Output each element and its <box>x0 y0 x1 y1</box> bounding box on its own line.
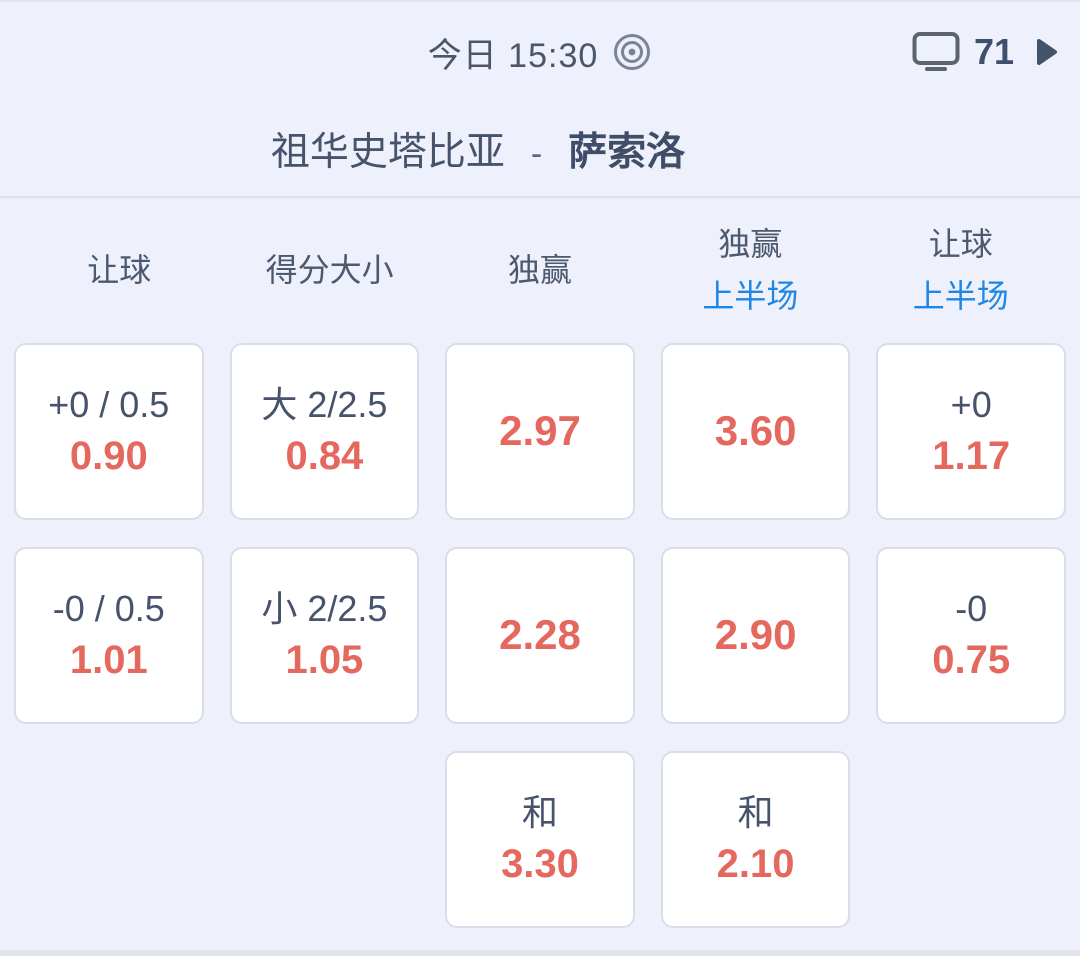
odds-value: 2.90 <box>714 611 797 659</box>
odds-line-label: -0 <box>955 588 988 630</box>
odds-card-moneyline-away[interactable]: 2.28 <box>445 547 635 724</box>
odds-line-label: -0 / 0.5 <box>52 588 165 630</box>
odds-value: 2.97 <box>499 407 581 455</box>
caret-right-icon[interactable] <box>1036 37 1058 67</box>
odds-value: 2.28 <box>499 611 581 659</box>
odds-line-label: 和 <box>737 792 774 834</box>
odds-value: 0.75 <box>932 637 1011 682</box>
match-time-label: 今日 15:30 <box>427 36 599 75</box>
match-title-row: 祖华史塔比亚 - 萨索洛 <box>0 102 1080 196</box>
odds-card-moneyline-1h-away[interactable]: 2.90 <box>660 547 851 724</box>
tv-icon[interactable] <box>912 31 960 73</box>
column-header-moneyline: 独赢 <box>435 245 645 296</box>
column-label: 让球 <box>87 251 152 288</box>
odds-line-label: 和 <box>521 792 558 834</box>
odds-value: 3.60 <box>714 407 797 455</box>
column-label: 让球 <box>928 226 993 263</box>
odds-line-label: 大 2/2.5 <box>261 384 388 426</box>
odds-card-under[interactable]: 小 2/2.5 1.05 <box>229 547 420 724</box>
odds-line-label: 小 2/2.5 <box>261 588 388 630</box>
top-bar: 今日 15:30 71 <box>0 2 1080 102</box>
odds-value: 1.01 <box>69 637 148 682</box>
odds-value: 2.10 <box>716 841 795 886</box>
column-header-over-under: 得分大小 <box>224 245 434 296</box>
column-label: 独赢 <box>718 226 783 263</box>
column-header-handicap: 让球 <box>14 245 224 296</box>
odds-card-handicap-1h-home[interactable]: +0 1.17 <box>876 343 1066 520</box>
viewer-count: 71 <box>973 31 1014 72</box>
odds-line-label: +0 <box>950 384 992 426</box>
bullseye-icon <box>612 32 652 72</box>
header-divider <box>0 196 1080 198</box>
column-sublabel: 上半场 <box>702 277 799 314</box>
home-team-name: 祖华史塔比亚 <box>270 131 505 174</box>
odds-card-moneyline-home[interactable]: 2.97 <box>445 343 635 520</box>
away-team-name: 萨索洛 <box>568 131 686 174</box>
odds-card-moneyline-1h-draw[interactable]: 和 2.10 <box>660 751 851 928</box>
column-sublabel: 上半场 <box>912 277 1009 314</box>
stream-info-group[interactable]: 71 <box>912 2 1058 102</box>
odds-card-handicap-1h-away[interactable]: -0 0.75 <box>876 547 1066 724</box>
column-header-moneyline-first-half: 独赢 上半场 <box>645 219 855 321</box>
odds-grid: +0 / 0.5 0.90 大 2/2.5 0.84 2.97 3.60 +0 … <box>0 343 1080 928</box>
column-label: 得分大小 <box>265 251 394 288</box>
match-time-group: 今日 15:30 <box>428 28 653 77</box>
odds-card-over[interactable]: 大 2/2.5 0.84 <box>229 343 420 520</box>
odds-value: 0.84 <box>285 433 364 478</box>
odds-value: 1.17 <box>932 433 1011 478</box>
odds-value: 3.30 <box>501 841 579 886</box>
odds-value: 1.05 <box>285 637 364 682</box>
next-section-edge <box>0 950 1080 956</box>
odds-value: 0.90 <box>69 433 148 478</box>
odds-card-moneyline-1h-home[interactable]: 3.60 <box>660 343 851 520</box>
odds-line-label: +0 / 0.5 <box>48 384 170 426</box>
team-separator: - <box>530 135 543 173</box>
market-column-headers: 让球 得分大小 独赢 独赢 上半场 让球 上半场 <box>0 198 1080 343</box>
odds-card-handicap-away[interactable]: -0 / 0.5 1.01 <box>14 547 204 724</box>
column-header-handicap-first-half: 让球 上半场 <box>856 219 1066 321</box>
match-title: 祖华史塔比亚 - 萨索洛 <box>271 121 685 177</box>
odds-card-handicap-home[interactable]: +0 / 0.5 0.90 <box>14 343 204 520</box>
column-label: 独赢 <box>507 251 572 288</box>
odds-card-moneyline-draw[interactable]: 和 3.30 <box>445 751 635 928</box>
